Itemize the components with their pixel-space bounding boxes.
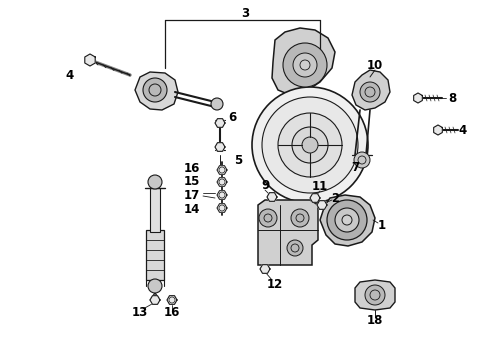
Circle shape [148,175,162,189]
Text: 3: 3 [241,6,249,19]
Circle shape [342,215,352,225]
Polygon shape [85,54,95,66]
Polygon shape [217,204,227,212]
Circle shape [211,98,223,110]
Circle shape [293,53,317,77]
Polygon shape [272,28,335,95]
Circle shape [300,60,310,70]
Text: 18: 18 [367,314,383,327]
Text: 14: 14 [184,202,200,216]
Polygon shape [217,166,227,174]
Polygon shape [320,195,375,246]
Polygon shape [260,265,270,273]
Polygon shape [434,125,442,135]
Text: 17: 17 [184,189,200,202]
Text: 16: 16 [184,162,200,175]
Circle shape [354,152,370,168]
Circle shape [291,209,309,227]
Text: 9: 9 [261,179,269,192]
Text: 1: 1 [378,219,386,231]
Circle shape [365,285,385,305]
Circle shape [283,43,327,87]
Polygon shape [167,296,177,304]
Polygon shape [215,143,225,151]
Circle shape [262,97,358,193]
Text: 11: 11 [312,180,328,193]
Polygon shape [150,188,160,232]
Polygon shape [215,119,225,127]
Circle shape [360,82,380,102]
Polygon shape [135,72,178,110]
Polygon shape [146,230,164,280]
Circle shape [327,200,367,240]
Text: 7: 7 [351,161,359,174]
Text: 4: 4 [459,123,467,136]
Circle shape [148,279,162,293]
Polygon shape [217,178,227,186]
Text: 8: 8 [448,91,456,104]
Polygon shape [267,193,277,201]
Polygon shape [352,70,390,110]
Polygon shape [150,296,160,304]
Text: 12: 12 [267,279,283,292]
Polygon shape [310,194,320,202]
Polygon shape [355,280,395,310]
Circle shape [143,78,167,102]
Text: 16: 16 [164,306,180,320]
Circle shape [335,208,359,232]
Circle shape [259,209,277,227]
Circle shape [292,127,328,163]
Circle shape [252,87,368,203]
Text: 13: 13 [132,306,148,319]
Text: 15: 15 [184,175,200,188]
Circle shape [287,240,303,256]
Circle shape [278,113,342,177]
Text: 5: 5 [234,153,242,166]
Text: 2: 2 [331,192,339,204]
Polygon shape [414,93,422,103]
Polygon shape [217,191,227,199]
Polygon shape [317,201,327,209]
Polygon shape [258,200,318,265]
Circle shape [302,137,318,153]
Text: 4: 4 [66,68,74,81]
Text: 10: 10 [367,59,383,72]
Text: 6: 6 [228,111,236,123]
